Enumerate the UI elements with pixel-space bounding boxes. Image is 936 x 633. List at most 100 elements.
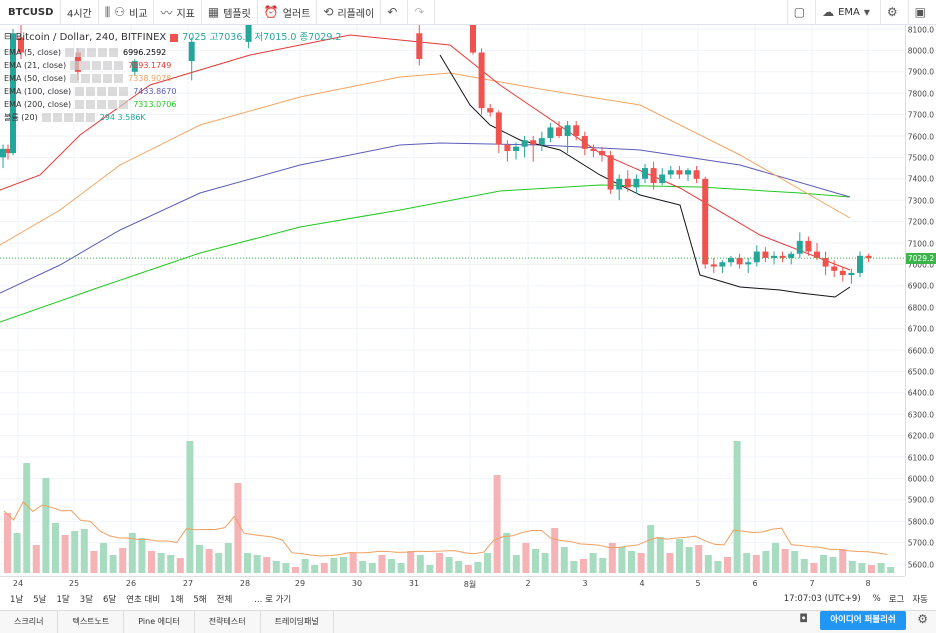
volume-bar (368, 563, 376, 573)
volume-bar (848, 561, 856, 573)
study-template-button[interactable]: ☁ EMA ▾ (815, 0, 880, 24)
candle-body (538, 138, 545, 145)
range-button[interactable]: 5날 (33, 595, 47, 605)
candle-body (848, 272, 855, 276)
footer-tab[interactable]: 트레이딩패널 (261, 611, 334, 633)
publish-idea-button[interactable]: 아이디어 퍼블리쉬 (820, 611, 906, 630)
redo-button[interactable]: ↷ (408, 0, 436, 24)
time-tick: 30 (351, 579, 363, 588)
chart-area[interactable] (0, 25, 905, 576)
price-axis[interactable]: 8100.0 8000.0 7900.0 7800.0 7700.0 7600.0 7500… (905, 25, 936, 576)
alarm-icon: ⏰ (263, 5, 279, 19)
gear-icon: ⚙ (886, 5, 898, 19)
auto-toggle[interactable]: 자동 (912, 595, 928, 605)
candle-body (814, 251, 820, 258)
fullscreen-button[interactable]: ▢ (786, 0, 815, 24)
volume-bar (4, 513, 11, 573)
range-button[interactable]: 6달 (102, 595, 117, 605)
fullscreen-icon: ▢ (793, 5, 806, 19)
candle-body (616, 178, 623, 190)
interval-button[interactable]: 4시간 (61, 0, 99, 24)
volume-bar (589, 553, 597, 573)
volume-bar (301, 559, 309, 573)
price-tick: 7300.0 (907, 196, 934, 206)
alert-button[interactable]: ⏰ 얼러트 (258, 0, 318, 24)
time-tick: 2 (525, 579, 531, 588)
legend-row-buttons[interactable] (75, 87, 130, 96)
legend-row: EMA (200, close) 7313.0706 (4, 98, 341, 111)
compare-button[interactable]: ⫼ ⚇ 비교 (99, 0, 155, 24)
range-button[interactable]: 연초 대비 (126, 595, 161, 605)
candle-body (188, 41, 195, 62)
footer-tab[interactable]: 전략테스터 (195, 611, 261, 633)
range-button[interactable]: 전체 (216, 595, 233, 605)
candle-body (599, 150, 605, 156)
volume-bar (704, 555, 712, 573)
volume-bar (436, 553, 443, 573)
volume-bar (253, 555, 261, 573)
legend-row-value: 7093.1749 (128, 61, 172, 70)
gear-icon[interactable]: ⚙ (917, 612, 928, 626)
footer-tab[interactable]: 스크리너 (0, 611, 59, 633)
footer-tab[interactable]: 텍스트노트 (58, 611, 125, 633)
indicators-button[interactable]: 〰 지표 (154, 0, 202, 24)
price-tick: 6400.0 (907, 388, 934, 398)
snapshot-button[interactable]: ▣ (907, 0, 936, 24)
cloud-icon: ☁ (822, 5, 835, 19)
volume-bar (234, 483, 242, 573)
settings-button[interactable]: ⚙ (879, 0, 908, 24)
legend-row-buttons[interactable] (70, 74, 125, 83)
volume-bar (733, 441, 741, 573)
range-button[interactable]: 3달 (79, 595, 93, 605)
replay-button[interactable]: ⟲ 리플레이 (317, 0, 382, 24)
price-chart[interactable] (0, 25, 905, 576)
range-button[interactable]: 5해 (193, 595, 207, 605)
volume-bar (752, 555, 760, 573)
legend-row: EMA (50, close) 7338.9078 (4, 72, 341, 85)
time-tick: 6 (752, 579, 758, 588)
candle-body (753, 251, 760, 263)
price-tick: 7900.0 (907, 67, 934, 77)
candle-body (504, 144, 511, 151)
templates-button[interactable]: ▦ 템플릿 (202, 0, 258, 24)
goto-button[interactable]: ... 로 가기 (254, 595, 292, 605)
collapse-icon[interactable]: ⊟ (4, 32, 12, 42)
price-tick: 6300.0 (907, 410, 934, 420)
camera-icon[interactable]: ◘ (799, 612, 808, 625)
time-tick: 31 (408, 579, 420, 588)
legend-row-buttons[interactable] (41, 113, 96, 122)
volume-bar (781, 549, 789, 573)
legend-row-value: 294 3.586K (99, 113, 146, 122)
candle-body (633, 178, 640, 188)
range-button[interactable]: 1해 (170, 595, 184, 605)
legend-row-label: EMA (100, close) (4, 87, 72, 96)
legend-row-buttons[interactable] (65, 48, 119, 57)
legend-flag-icon (170, 33, 179, 42)
percent-toggle[interactable]: % (872, 594, 881, 604)
legend-row-buttons[interactable] (70, 61, 125, 70)
undo-button[interactable]: ↶ (381, 0, 409, 24)
volume-bar (292, 567, 299, 573)
price-tick: 6000.0 (907, 474, 934, 484)
range-button[interactable]: 1날 (10, 595, 24, 605)
ema100-line (0, 142, 851, 294)
legend-row-label: EMA (5, close) (4, 48, 61, 57)
legend-row-buttons[interactable] (75, 100, 130, 109)
footer-tab[interactable]: Pine 에디터 (124, 611, 195, 633)
log-toggle[interactable]: 로그 (888, 595, 905, 605)
volume-bar (608, 543, 616, 573)
volume-bar (119, 548, 127, 573)
time-tick: 28 (239, 579, 251, 588)
candle-body (839, 270, 846, 276)
volume-bar (647, 525, 655, 573)
legend-row: 볼륨 (20) 294 3.586K (4, 111, 341, 124)
candle-body (624, 178, 631, 188)
volume-bar (148, 551, 155, 573)
symbol-button[interactable]: BTCUSD (0, 0, 61, 24)
range-button[interactable]: 1달 (56, 595, 70, 605)
time-tick: 8 (865, 579, 871, 588)
range-nav: 1날 5날 1달 3달 6달 연초 대비 1해 5해 전체 ... 로 가기 (0, 590, 936, 608)
time-axis[interactable]: 24 25 26 27 28 29 30 31 8월 2 3 4 5 6 7 8 (0, 576, 905, 591)
price-tick: 5800.0 (907, 517, 934, 527)
price-tick: 6200.0 (907, 431, 934, 441)
